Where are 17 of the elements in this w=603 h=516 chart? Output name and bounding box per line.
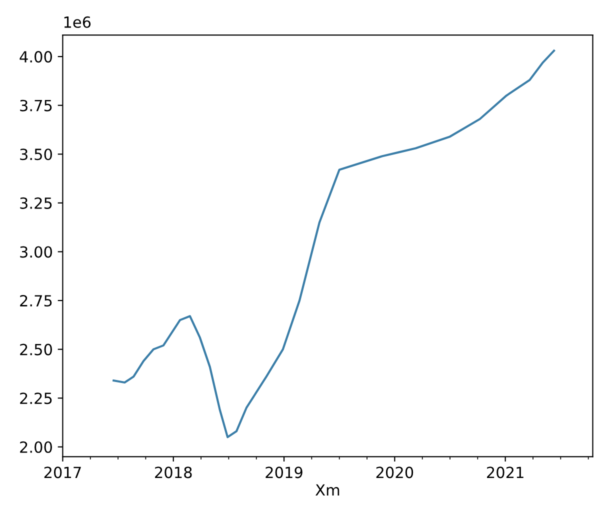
y-tick-label: 2.75 — [20, 294, 52, 307]
x-tick-label: 2018 — [155, 466, 192, 478]
x-tick-label: 2019 — [266, 466, 302, 478]
text: 1e6 — [64, 16, 91, 28]
x-tick-label: 2017 — [44, 466, 81, 478]
x-tick-label: 2021 — [487, 466, 524, 478]
y-tick-label: 2.50 — [20, 344, 52, 356]
x-axis-title: Xm — [316, 484, 340, 496]
line-series — [112, 50, 556, 438]
x-tick-label: 2020 — [376, 466, 414, 478]
y-tick-label: 3.50 — [20, 148, 52, 160]
y-tick-label: 3.00 — [20, 246, 52, 258]
y-tick-label: 3.75 — [20, 100, 52, 112]
y-tick-label: 2.25 — [20, 392, 52, 404]
y-tick-label: 3.25 — [20, 197, 52, 209]
y-tick-label: 2.00 — [20, 441, 52, 453]
y-tick-label: 4.00 — [20, 51, 52, 63]
